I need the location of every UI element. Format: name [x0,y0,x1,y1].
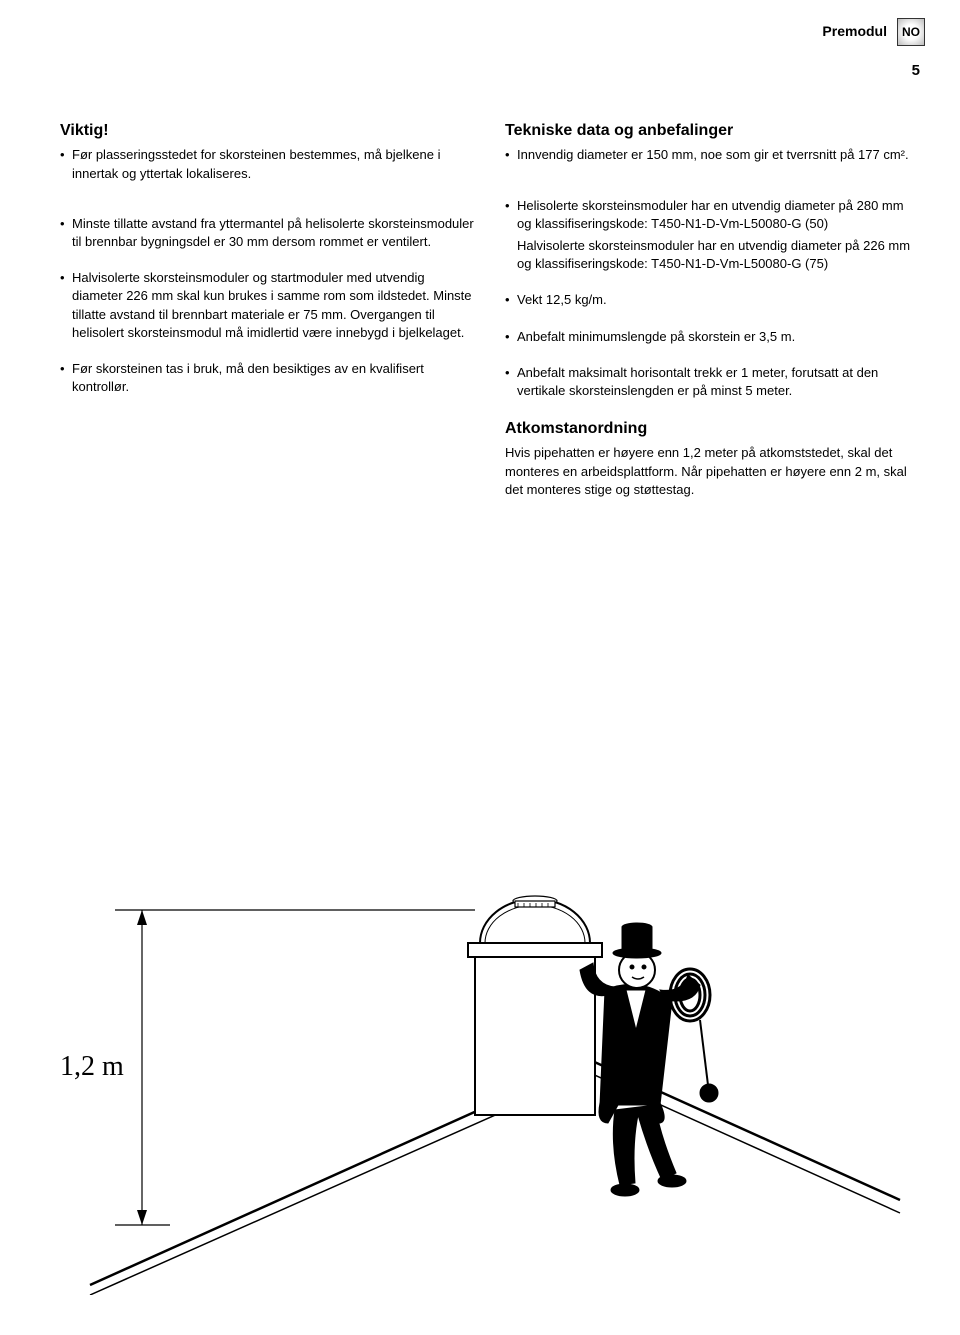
bullet-text: Innvendig diameter er 150 mm, noe som gi… [517,146,920,164]
bullet-mark: • [60,269,72,342]
heading-important: Viktig! [60,120,475,142]
bullet-mark: • [505,291,517,309]
bullet-item: • Før plasseringsstedet for skorsteinen … [60,146,475,182]
bullet-mark: • [60,146,72,182]
bullet-text: Vekt 12,5 kg/m. [517,291,920,309]
chimney-figure: 1,2 m [60,855,920,1295]
language-badge: NO [897,18,925,46]
bullet-text: Minste tillatte avstand fra yttermantel … [72,215,475,251]
page-number: 5 [912,60,920,81]
bullet-text: Før plasseringsstedet for skorsteinen be… [72,146,475,182]
bullet-text: Anbefalt maksimalt horisontalt trekk er … [517,364,920,400]
heading-access: Atkomstanordning [505,418,920,440]
left-column: Viktig! • Før plasseringsstedet for skor… [60,120,475,499]
bullet-mark: • [60,215,72,251]
bullet-mark: • [505,364,517,400]
bullet-text: Halvisolerte skorsteinsmoduler og startm… [72,269,475,342]
dimension-label: 1,2 m [60,1051,124,1082]
heading-tech: Tekniske data og anbefalinger [505,120,920,142]
page-header: Premodul NO [822,18,925,46]
bullet-mark: • [60,360,72,396]
bullet-text: Før skorsteinen tas i bruk, må den besik… [72,360,475,396]
bullet-item: • Innvendig diameter er 150 mm, noe som … [505,146,920,164]
bullet-text: Helisolerte skorsteinsmoduler har en utv… [517,197,920,233]
bullet-item: • Før skorsteinen tas i bruk, må den bes… [60,360,475,396]
chimney-svg: 1,2 m [60,855,920,1295]
bullet-item: • Anbefalt maksimalt horisontalt trekk e… [505,364,920,400]
bullet-mark: • [505,197,517,233]
bullet-item: • Anbefalt minimumslengde på skorstein e… [505,328,920,346]
bullet-mark: • [505,328,517,346]
bullet-subtext: Halvisolerte skorsteinsmoduler har en ut… [517,237,920,273]
bullet-item: • Minste tillatte avstand fra yttermante… [60,215,475,251]
access-paragraph: Hvis pipehatten er høyere enn 1,2 meter … [505,444,920,499]
bullet-text: Anbefalt minimumslengde på skorstein er … [517,328,920,346]
bullet-item: • Helisolerte skorsteinsmoduler har en u… [505,197,920,233]
bullet-item: • Vekt 12,5 kg/m. [505,291,920,309]
brand-label: Premodul [822,22,887,42]
right-column: Tekniske data og anbefalinger • Innvendi… [505,120,920,499]
content-area: Viktig! • Før plasseringsstedet for skor… [60,120,920,499]
bullet-item: • Halvisolerte skorsteinsmoduler og star… [60,269,475,342]
bullet-mark: • [505,146,517,164]
